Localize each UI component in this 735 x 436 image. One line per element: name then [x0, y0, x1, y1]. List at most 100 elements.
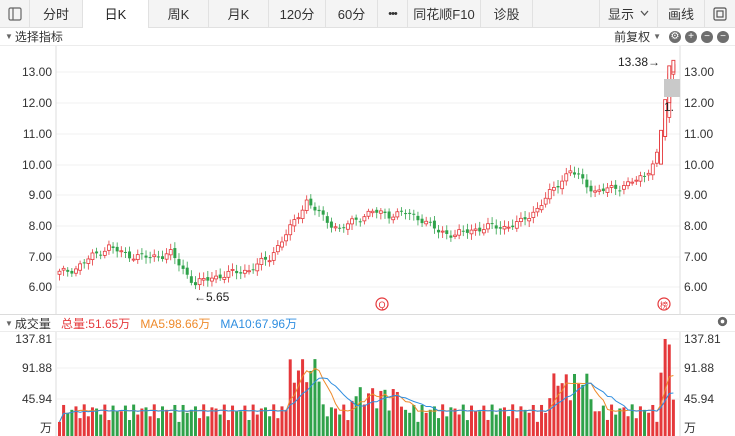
candle-body [325, 216, 329, 223]
candle-body [329, 221, 333, 228]
tab-daily-k[interactable]: 日K [83, 0, 149, 28]
candle-body [539, 205, 544, 211]
close-panel-icon[interactable]: − [717, 30, 729, 43]
candle-body [428, 221, 432, 223]
volume-bar [251, 404, 255, 436]
volume-bar [362, 404, 366, 436]
candle-body [152, 254, 157, 258]
tab-intraday[interactable]: 分时 [30, 0, 83, 28]
candle-body [140, 253, 144, 255]
tab-monthly-k[interactable]: 月K [209, 0, 269, 28]
candle-body [95, 251, 99, 254]
candle-body [370, 210, 375, 214]
candle-body [375, 209, 379, 213]
volume-bar [420, 404, 424, 436]
volume-bar [498, 408, 502, 436]
tab-diagnose[interactable]: 诊股 [481, 0, 533, 28]
collapse-triangle-icon[interactable]: ▼ [5, 32, 13, 41]
volume-bar [325, 416, 329, 436]
tab-120min[interactable]: 120分 [269, 0, 326, 28]
candle-body [514, 221, 519, 229]
volume-bar [247, 419, 251, 436]
event-marker-q[interactable]: Q [375, 297, 389, 311]
candle-body [465, 229, 469, 233]
candle-body [671, 59, 676, 73]
candle-body [177, 259, 181, 266]
candle-body [593, 190, 597, 193]
price-tick: 9.00 [684, 188, 708, 202]
candle-body [445, 230, 449, 234]
zoom-out-icon[interactable]: − [701, 30, 713, 43]
event-marker-bang[interactable]: 榜 [657, 297, 671, 311]
volume-bar [531, 404, 535, 436]
volume-settings-icon[interactable] [716, 315, 729, 331]
select-indicator-button[interactable]: 选择指标 [14, 30, 63, 44]
volume-bar [651, 404, 655, 436]
display-label: 显示 [607, 7, 634, 22]
candle-body [333, 226, 338, 229]
candle-body [634, 179, 639, 182]
adjust-dropdown-icon[interactable]: ▼ [653, 32, 661, 41]
tab-60min[interactable]: 60分 [326, 0, 378, 28]
candle-body [230, 268, 235, 271]
candle-body [486, 223, 490, 230]
zoom-in-icon[interactable]: + [685, 30, 697, 43]
marker-q-text: Q [378, 300, 385, 310]
settings-gear-icon[interactable]: ⚙ [669, 30, 681, 43]
chevron-down-icon [640, 8, 649, 19]
candle-body [424, 220, 429, 225]
volume-total: 总量:51.65万 [60, 316, 131, 331]
volume-bar [494, 414, 498, 436]
tab-weekly-k[interactable]: 周K [149, 0, 209, 28]
volume-bar [589, 399, 593, 436]
price-cursor-partial: 1. [664, 100, 674, 114]
candle-body [519, 217, 523, 223]
more-periods-button[interactable]: ••• [378, 0, 408, 28]
volume-bar [140, 408, 144, 436]
volume-bar [470, 405, 473, 436]
candle-body [61, 267, 66, 271]
candle-body [309, 198, 313, 206]
volume-bar [540, 404, 544, 436]
candle-body [511, 225, 515, 228]
candle-body [440, 230, 445, 233]
candle-body [156, 256, 160, 258]
candle-body [131, 258, 136, 261]
volume-bar [457, 414, 461, 436]
price-axis-right: 13.00 12.00 11.00 10.00 9.00 8.00 7.00 6… [684, 65, 714, 294]
volume-bar [412, 404, 416, 436]
draw-line-button[interactable]: 画线 [656, 0, 704, 28]
candle-body [193, 282, 197, 286]
candle-body [481, 229, 486, 234]
volume-bar [292, 382, 296, 436]
volume-bar [161, 406, 164, 436]
candle-body [342, 227, 346, 229]
price-tick: 12.00 [684, 96, 714, 110]
price-tick: 7.00 [29, 250, 53, 264]
volume-bar [453, 408, 457, 436]
volume-bar [103, 404, 107, 436]
marker-bang-text: 榜 [660, 300, 668, 310]
candle-body [239, 272, 243, 274]
candle-body [416, 215, 420, 221]
window-toggle-icon[interactable] [704, 0, 735, 28]
candle-body [383, 211, 387, 213]
candle-body [432, 220, 436, 229]
candle-body [473, 228, 478, 231]
tab-f10[interactable]: 同花顺F10 [408, 0, 481, 28]
volume-bar [78, 418, 82, 436]
collapse-panel-icon[interactable] [0, 0, 30, 28]
candle-body [164, 253, 169, 260]
candle-body [111, 246, 115, 248]
volume-collapse-icon[interactable]: ▼ [5, 318, 13, 328]
volume-bar [181, 404, 185, 436]
candle-body [218, 274, 222, 279]
adjust-mode-label[interactable]: 前复权 [614, 30, 651, 44]
candle-body [556, 185, 560, 188]
candle-body [128, 251, 132, 259]
volume-bar [358, 387, 362, 436]
volume-unit: 万 [40, 421, 52, 435]
display-menu-button[interactable]: 显示 [598, 0, 657, 28]
candle-body [264, 256, 267, 260]
